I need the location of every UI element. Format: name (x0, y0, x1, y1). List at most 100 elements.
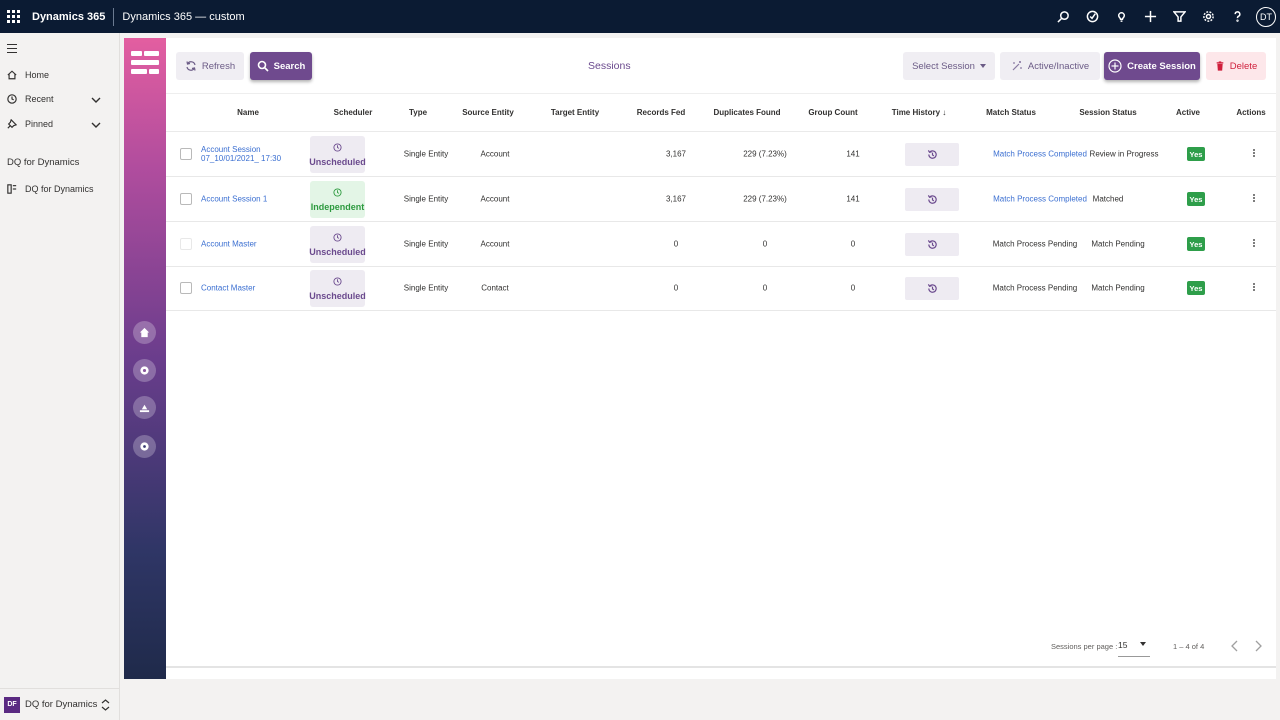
chevron-down-icon[interactable] (91, 120, 101, 130)
group-count-cell: 0 (850, 283, 856, 293)
scheduler-label: Unscheduled (309, 156, 366, 167)
search-button[interactable]: Search (250, 52, 312, 80)
nav-item-home[interactable]: Home (0, 65, 120, 85)
left-navigation: Home Recent Pinned DQ for Dynamics DQ fo… (0, 33, 120, 720)
scale-icon[interactable] (133, 396, 156, 419)
match-status-link[interactable]: Match Process Completed (993, 194, 1087, 204)
page-range: 1 – 4 of 4 (1173, 642, 1205, 651)
search-icon[interactable] (1049, 0, 1078, 33)
table-row[interactable]: Account Master Unscheduled Single Entity… (166, 222, 1276, 267)
scheduler-button[interactable]: Unscheduled (309, 226, 366, 263)
sort-down-icon: ↓ (942, 108, 947, 117)
create-session-label: Create Session (1127, 60, 1196, 72)
records-fed-cell: 0 (673, 239, 679, 249)
nav-section-heading: DQ for Dynamics (7, 157, 80, 168)
session-name-link[interactable]: Account Session 1 (201, 194, 268, 204)
caret-down-icon[interactable] (1140, 642, 1146, 646)
nav-item-recent[interactable]: Recent (0, 89, 120, 109)
divider (113, 7, 115, 26)
match-status-link[interactable]: Match Process Completed (993, 149, 1087, 159)
scheduler-button[interactable]: Independent (310, 181, 365, 218)
add-circle-icon (1108, 59, 1122, 73)
nav-item-pinned[interactable]: Pinned (0, 114, 120, 134)
column-header-name[interactable]: Name (237, 108, 259, 117)
more-actions-icon[interactable] (1252, 193, 1256, 205)
home-icon[interactable] (133, 321, 156, 344)
task-icon[interactable] (1078, 0, 1107, 33)
table-row[interactable]: Account Session 1 Independent Single Ent… (166, 177, 1276, 222)
column-header-target-entity[interactable]: Target Entity (550, 108, 600, 117)
column-header-source-entity[interactable]: Source Entity (462, 108, 514, 117)
avatar[interactable]: DT (1256, 6, 1276, 27)
pagination: Sessions per page : 15 1 – 4 of 4 (166, 628, 1276, 664)
row-checkbox[interactable] (180, 282, 192, 294)
column-header-scheduler[interactable]: Scheduler (333, 108, 373, 117)
help-icon[interactable] (133, 435, 156, 458)
type-cell: Single Entity (403, 194, 449, 204)
scheduler-label: Unscheduled (309, 290, 366, 301)
column-header-session-status[interactable]: Session Status (1079, 108, 1137, 117)
delete-button[interactable]: Delete (1206, 52, 1266, 80)
history-icon (927, 284, 937, 293)
filter-icon[interactable] (1165, 0, 1194, 33)
time-history-button[interactable] (905, 277, 959, 300)
column-header-type[interactable]: Type (408, 108, 428, 117)
help-icon[interactable] (1223, 0, 1252, 33)
chevron-down-icon[interactable] (91, 95, 101, 105)
brand-name[interactable]: Dynamics 365 (32, 10, 106, 23)
create-session-button[interactable]: Create Session (1104, 52, 1200, 80)
area-switcher[interactable]: DF DQ for Dynamics (0, 688, 120, 720)
column-header-match-status[interactable]: Match Status (986, 108, 1036, 117)
settings-icon[interactable] (133, 359, 156, 382)
hamburger-icon[interactable] (7, 44, 17, 55)
session-name-link[interactable]: Contact Master (201, 283, 256, 293)
nav-item-dq-for-dynamics[interactable]: DQ for Dynamics (0, 179, 120, 199)
select-session-dropdown[interactable]: Select Session (903, 52, 995, 80)
more-actions-icon[interactable] (1252, 238, 1256, 250)
refresh-button[interactable]: Refresh (176, 52, 244, 80)
row-checkbox[interactable] (180, 148, 192, 160)
group-count-cell: 141 (846, 149, 860, 159)
chevron-right-icon[interactable] (1253, 640, 1263, 652)
page-title: Sessions (588, 60, 631, 72)
session-name-link[interactable]: Account Master (201, 239, 257, 249)
table-row[interactable]: Account Session 07_10/01/2021_ 17:30 Uns… (166, 132, 1276, 177)
column-header-group-count[interactable]: Group Count (808, 108, 858, 117)
lightbulb-icon[interactable] (1107, 0, 1136, 33)
group-count-cell: 141 (846, 194, 860, 204)
records-fed-cell: 3,167 (665, 194, 687, 204)
scheduler-label: Independent (310, 201, 365, 212)
chevron-left-icon[interactable] (1230, 640, 1240, 652)
column-header-duplicates-found[interactable]: Duplicates Found (713, 108, 781, 117)
nav-item-label: DQ for Dynamics (25, 184, 94, 194)
row-checkbox[interactable] (180, 193, 192, 205)
column-header-time-history[interactable]: Time History ↓ (892, 108, 947, 117)
active-inactive-button[interactable]: Active/Inactive (1000, 52, 1100, 80)
time-history-button[interactable] (905, 188, 959, 211)
row-checkbox[interactable] (180, 238, 192, 250)
duplicates-found-cell: 0 (762, 283, 768, 293)
clock-icon (333, 187, 342, 197)
table-row[interactable]: Contact Master Unscheduled Single Entity… (166, 266, 1276, 311)
gear-icon[interactable] (1194, 0, 1223, 33)
column-header-records-fed[interactable]: Records Fed (636, 108, 686, 117)
time-history-button[interactable] (905, 143, 959, 166)
search-label: Search (273, 60, 306, 72)
time-history-button[interactable] (905, 233, 959, 256)
app-logo-icon (131, 51, 159, 74)
active-badge: Yes (1187, 237, 1205, 251)
more-actions-icon[interactable] (1252, 148, 1256, 160)
scheduler-button[interactable]: Unscheduled (309, 270, 366, 307)
scheduler-button[interactable]: Unscheduled (309, 136, 366, 173)
horizontal-scrollbar[interactable] (166, 666, 1276, 668)
app-launcher-icon[interactable] (0, 0, 26, 33)
column-header-active[interactable]: Active (1175, 108, 1201, 117)
home-icon (7, 70, 17, 80)
session-name-link[interactable]: Account Session 07_10/01/2021_ 17:30 (201, 145, 282, 163)
more-actions-icon[interactable] (1252, 282, 1256, 294)
per-page-select[interactable]: 15 (1118, 640, 1150, 657)
plus-icon[interactable] (1136, 0, 1165, 33)
records-fed-cell: 3,167 (665, 149, 687, 159)
type-cell: Single Entity (403, 283, 449, 293)
switch-area-icon[interactable] (101, 699, 110, 711)
